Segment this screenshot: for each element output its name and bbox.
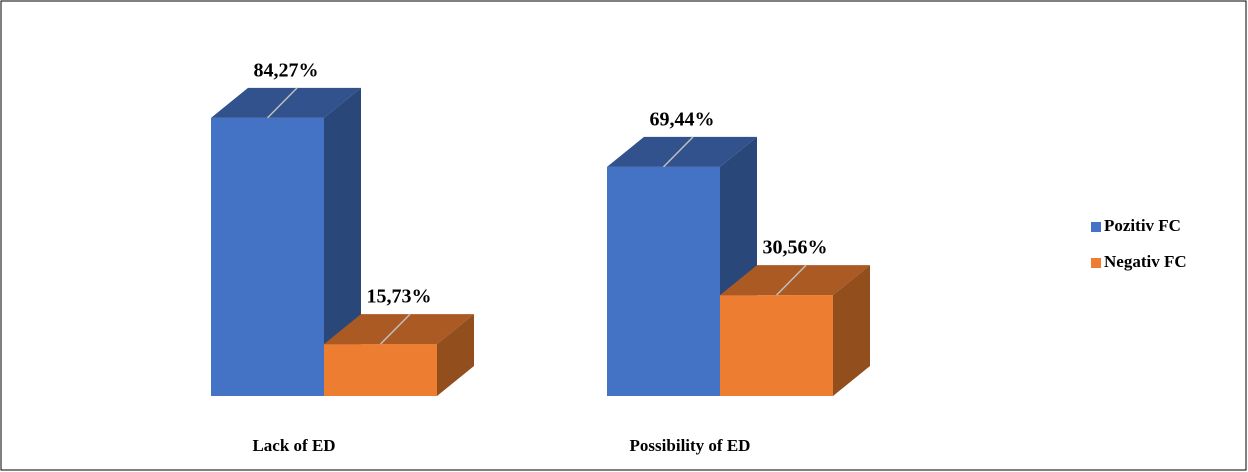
bar-side [833,265,870,396]
value-label: 69,44% [650,108,715,130]
leader-line [662,136,694,168]
legend-swatch [1091,222,1101,232]
bar-top [324,314,474,345]
leader-line [379,313,411,345]
legend-swatch [1091,258,1101,268]
bar-top [211,87,361,118]
value-label: 15,73% [367,286,432,308]
bar-top [720,265,870,296]
bar-top [607,136,757,167]
value-label: 84,27% [254,60,319,82]
leader-line [266,87,298,119]
bar-front [720,295,833,396]
category-label: Lack of ED [252,436,335,455]
value-label: 30,56% [763,237,828,259]
legend-label: Negativ FC [1104,252,1187,271]
category-label: Possibility of ED [630,436,751,455]
bar-side [324,87,361,396]
bar-front [324,344,437,396]
bar-front [211,117,324,396]
leader-line [775,264,807,296]
bar-front [607,166,720,396]
bar-side [437,314,474,396]
legend-label: Pozitiv FC [1104,216,1181,235]
